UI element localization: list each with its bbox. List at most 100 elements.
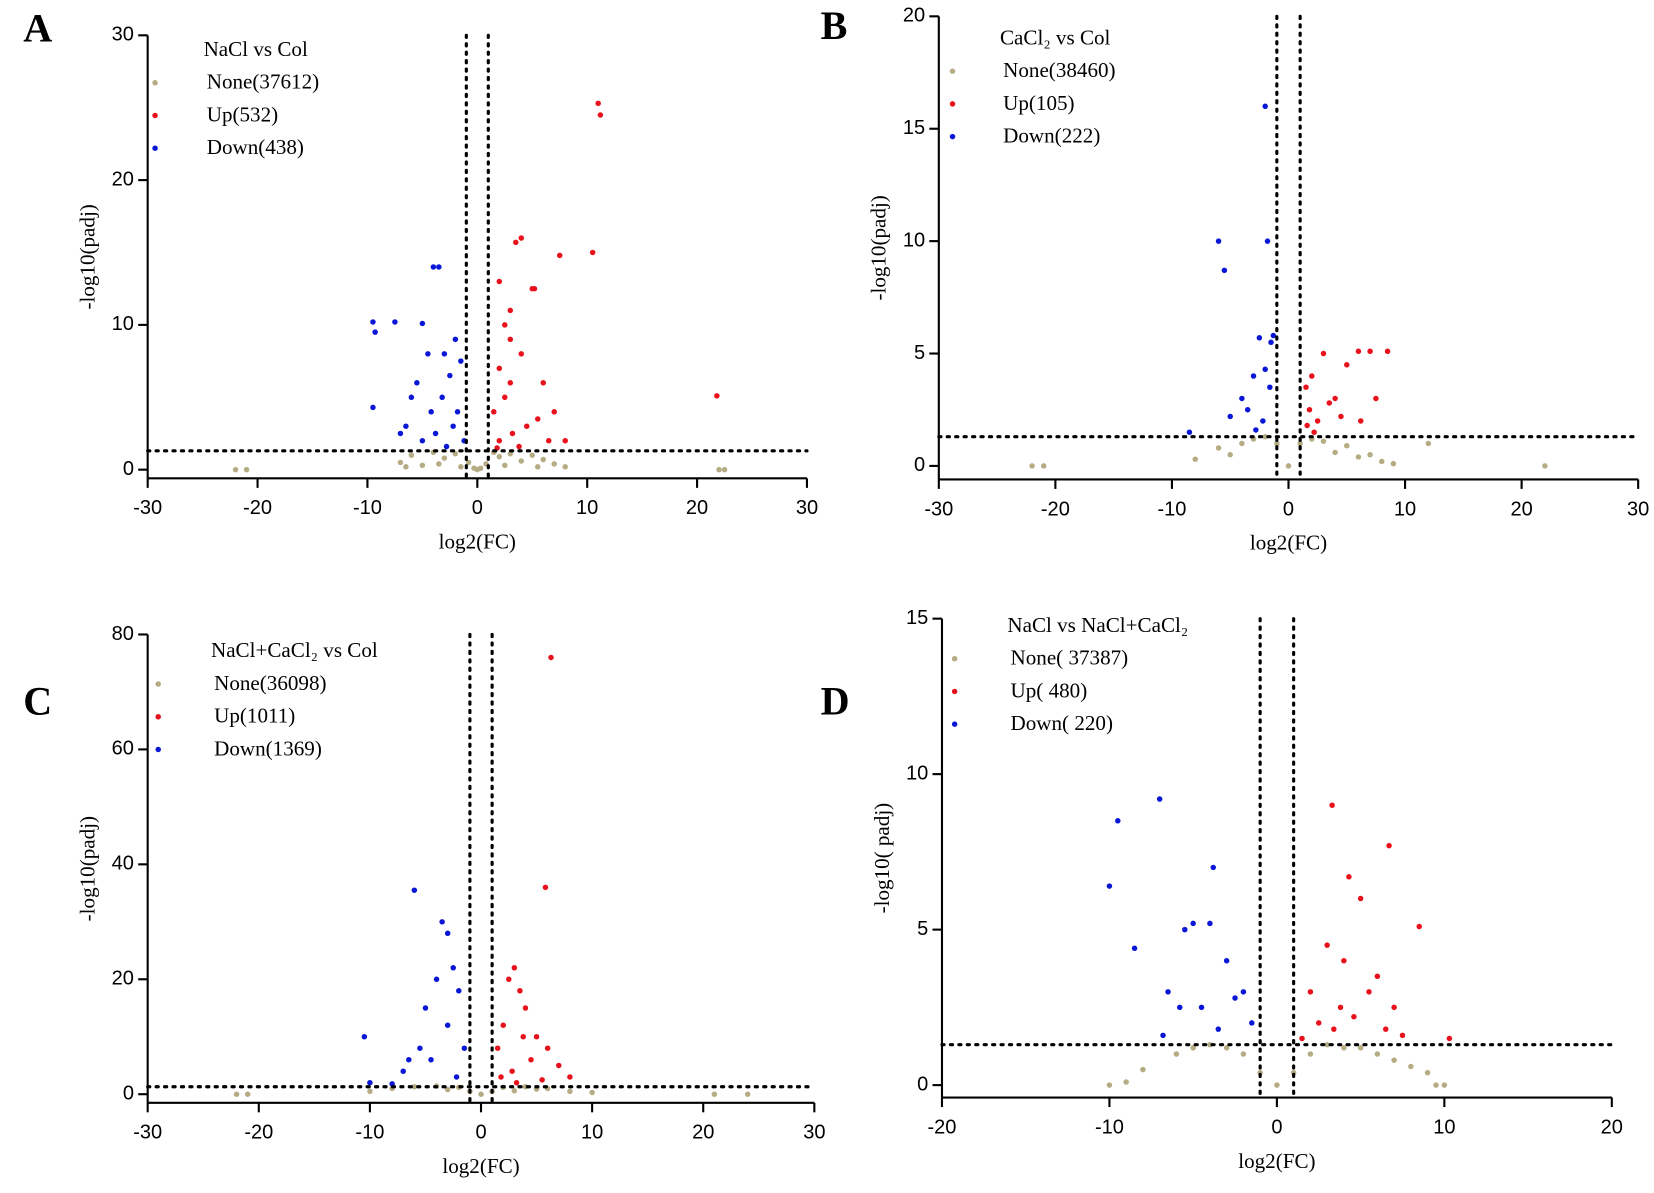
legend-marker <box>949 133 956 140</box>
x-axis-label: log2(FC) <box>1250 531 1327 555</box>
panel-label: C <box>23 678 52 723</box>
x-tick-label: -10 <box>1095 1116 1124 1138</box>
point <box>1131 945 1138 952</box>
point <box>540 380 546 386</box>
point <box>507 336 514 343</box>
point <box>502 394 508 401</box>
point <box>502 322 508 328</box>
point <box>502 462 508 469</box>
x-tick-label: 30 <box>796 497 818 519</box>
point <box>509 430 516 437</box>
point <box>531 285 538 292</box>
point <box>1386 842 1392 849</box>
legend-marker <box>949 101 956 107</box>
point <box>436 461 442 467</box>
x-tick-label: 20 <box>1601 1116 1623 1138</box>
point <box>1227 451 1233 458</box>
point <box>1441 1082 1448 1088</box>
point <box>496 453 503 460</box>
x-tick-label: -20 <box>243 497 272 519</box>
point <box>496 437 503 444</box>
y-tick-label: 10 <box>906 762 928 784</box>
point <box>540 456 546 463</box>
y-tick-label: 15 <box>903 117 925 139</box>
y-tick-label: 0 <box>914 454 925 476</box>
point <box>551 461 557 467</box>
point <box>233 1091 240 1097</box>
point <box>597 112 604 118</box>
point <box>1267 384 1273 390</box>
y-tick-label: 10 <box>903 229 925 251</box>
x-tick-label: 20 <box>692 1122 714 1144</box>
point <box>1240 1051 1247 1057</box>
y-tick-label: 20 <box>903 5 925 27</box>
legend-marker <box>152 145 158 151</box>
point <box>1408 1063 1414 1070</box>
point <box>414 380 420 386</box>
legend-marker <box>152 80 158 86</box>
x-tick-label: 10 <box>1394 498 1416 520</box>
point <box>1374 973 1381 980</box>
x-tick-label: 10 <box>581 1122 603 1144</box>
point <box>370 319 376 325</box>
point <box>1332 395 1338 402</box>
point <box>1341 1045 1347 1051</box>
point <box>454 409 461 415</box>
point <box>721 466 728 473</box>
point <box>711 1091 718 1097</box>
point <box>367 1088 373 1095</box>
x-tick-label: 0 <box>1271 1116 1282 1138</box>
legend-label: Down(1369) <box>214 736 322 760</box>
point <box>518 351 525 357</box>
y-tick-label: 40 <box>112 853 134 875</box>
x-axis-label: log2(FC) <box>1238 1149 1315 1173</box>
point <box>400 1068 406 1074</box>
point <box>1190 1045 1196 1051</box>
point <box>1285 463 1292 469</box>
point <box>428 409 434 415</box>
point <box>533 1033 540 1040</box>
point <box>1262 103 1268 109</box>
point <box>1256 335 1263 341</box>
y-tick-label: 60 <box>112 738 134 760</box>
point <box>1186 429 1193 435</box>
point <box>744 1091 751 1097</box>
x-axis-label: log2(FC) <box>442 1154 519 1178</box>
point <box>397 430 404 437</box>
x-tick-label: 10 <box>1433 1116 1455 1138</box>
point <box>1249 1020 1255 1026</box>
point <box>1337 1004 1344 1011</box>
legend-label: Up(532) <box>207 102 278 126</box>
point <box>1390 460 1397 467</box>
point <box>1215 1026 1222 1032</box>
point <box>500 1022 506 1028</box>
panel-label: D <box>821 678 850 723</box>
point <box>1357 895 1364 902</box>
x-tick-label: 20 <box>1510 498 1532 520</box>
point <box>452 336 459 343</box>
point <box>496 278 503 285</box>
point <box>1309 373 1315 379</box>
point <box>494 1045 501 1051</box>
y-axis-label: -log10(padj) <box>76 204 100 309</box>
point <box>544 1045 551 1051</box>
point <box>450 423 456 429</box>
y-tick-label: 0 <box>123 458 134 480</box>
legend-marker <box>155 714 161 720</box>
point <box>1250 373 1257 379</box>
point <box>524 423 530 429</box>
point <box>447 372 453 379</box>
point <box>1311 429 1317 435</box>
y-tick-label: 80 <box>112 623 134 645</box>
point <box>556 252 563 259</box>
legend-title: NaCl vs NaCl+CaCl₂ <box>1007 613 1188 637</box>
point <box>1373 395 1379 402</box>
point <box>1215 445 1222 451</box>
point <box>539 1077 545 1083</box>
point <box>1324 1041 1330 1048</box>
x-tick-label: -10 <box>1157 498 1186 520</box>
point <box>1316 1020 1322 1026</box>
point <box>397 459 404 466</box>
point <box>1542 463 1548 469</box>
point <box>1198 1004 1205 1011</box>
